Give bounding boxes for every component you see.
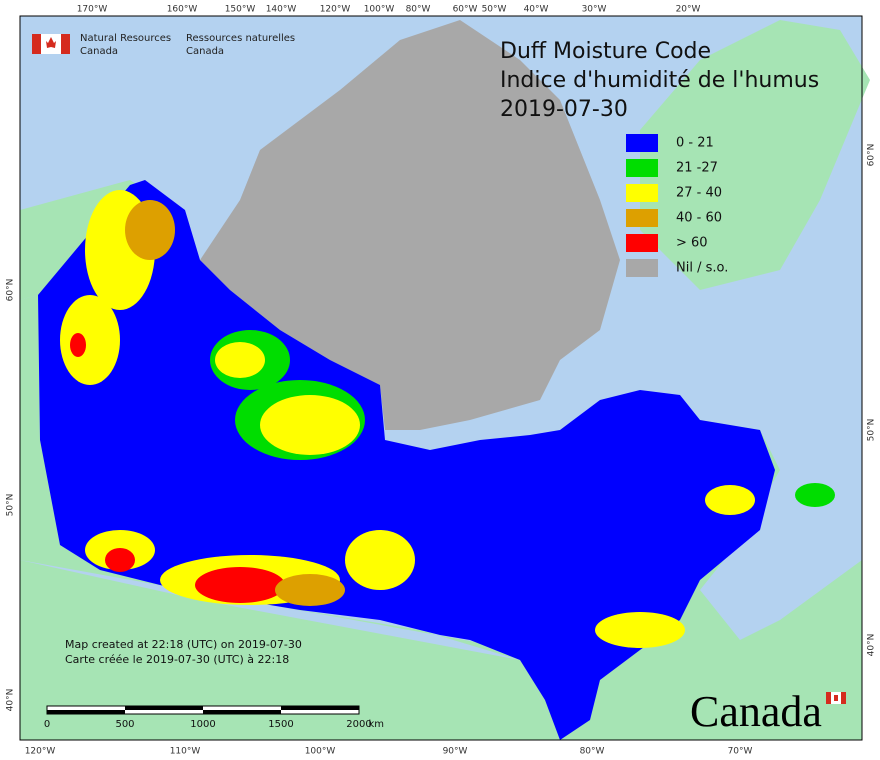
legend-swatch: [626, 184, 658, 202]
scale-label: 0: [44, 719, 50, 730]
agency: Canada: [80, 46, 118, 57]
no-data-arctic: [200, 20, 620, 430]
map-border: [19, 15, 863, 741]
scale-label: km: [368, 719, 384, 730]
legend-swatch: [626, 259, 658, 277]
title: Duff Moisture Code: [500, 39, 711, 64]
scale-label: 1500: [268, 719, 293, 730]
patch: [595, 612, 685, 648]
patch: [195, 567, 285, 603]
lat-label: 40°N: [6, 689, 16, 712]
scale-bar: [125, 706, 203, 710]
lat-label: 60°N: [6, 279, 16, 302]
title: Indice d'humidité de l'humus: [500, 68, 819, 93]
lon-label: 120°W: [25, 747, 56, 757]
lon-label: 30°W: [582, 5, 607, 15]
legend-swatch: [626, 159, 658, 177]
legend-label: > 60: [676, 236, 708, 251]
lat-label: 50°N: [867, 419, 877, 442]
lon-label: 80°W: [580, 747, 605, 757]
lon-label: 160°W: [167, 5, 198, 15]
legend-label: Nil / s.o.: [676, 261, 728, 276]
greenland: [640, 20, 870, 290]
lon-label: 70°W: [728, 747, 753, 757]
lon-label: 100°W: [364, 5, 395, 15]
lon-label: 120°W: [320, 5, 351, 15]
patch: [260, 395, 360, 455]
note: Carte créée le 2019-07-30 (UTC) à 22:18: [65, 653, 289, 666]
lon-label: 80°W: [406, 5, 431, 15]
lon-label: 50°W: [482, 5, 507, 15]
date: 2019-07-30: [500, 97, 628, 122]
legend-swatch: [626, 234, 658, 252]
lat-label: 50°N: [6, 494, 16, 517]
patch: [60, 295, 120, 385]
lon-label: 140°W: [266, 5, 297, 15]
patch: [705, 485, 755, 515]
lat-label: 60°N: [867, 144, 877, 167]
wordmark: Canada: [690, 687, 822, 736]
lon-label: 20°W: [676, 5, 701, 15]
legend-swatch: [626, 134, 658, 152]
lon-label: 110°W: [170, 747, 201, 757]
wordmark-flag: [834, 695, 838, 701]
lon-label: 170°W: [77, 5, 108, 15]
legend-label: 21 -27: [676, 161, 718, 176]
wordmark-flag: [841, 692, 846, 704]
agency: Ressources naturelles: [186, 33, 295, 44]
lon-label: 40°W: [524, 5, 549, 15]
legend-label: 40 - 60: [676, 211, 722, 226]
scale-label: 1000: [190, 719, 215, 730]
scale-bar: [47, 710, 125, 714]
agency: Canada: [186, 46, 224, 57]
maple-leaf: [46, 37, 56, 48]
legend-label: 0 - 21: [676, 136, 714, 151]
patch: [70, 333, 86, 357]
flag-bar: [32, 34, 41, 54]
patch: [795, 483, 835, 507]
legend-label: 27 - 40: [676, 186, 722, 201]
note: Map created at 22:18 (UTC) on 2019-07-30: [65, 638, 302, 651]
scale-label: 500: [115, 719, 134, 730]
legend-swatch: [626, 209, 658, 227]
lon-label: 100°W: [305, 747, 336, 757]
patch: [215, 342, 265, 378]
lat-label: 40°N: [867, 634, 877, 657]
lon-label: 150°W: [225, 5, 256, 15]
patch: [275, 574, 345, 606]
patch: [125, 200, 175, 260]
canada-dmc: [38, 180, 775, 740]
patch: [105, 548, 135, 572]
wordmark-flag: [826, 692, 831, 704]
scale-bar: [281, 706, 359, 710]
agency: Natural Resources: [80, 33, 171, 44]
patch: [345, 530, 415, 590]
land-us: [20, 560, 560, 740]
lon-label: 90°W: [443, 747, 468, 757]
flag-bar: [61, 34, 70, 54]
scale-bar: [203, 710, 281, 714]
scale-label: 2000: [346, 719, 371, 730]
lon-label: 60°W: [453, 5, 478, 15]
